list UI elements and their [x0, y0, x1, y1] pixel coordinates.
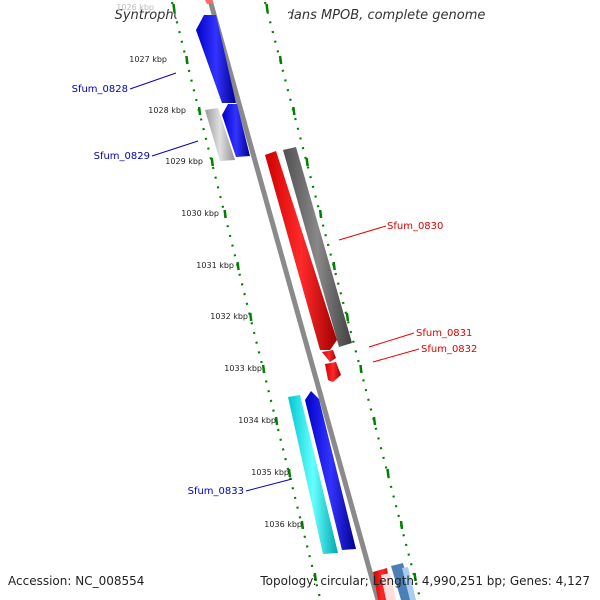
- major-tick: [223, 209, 227, 219]
- major-tick: [413, 572, 417, 582]
- gene-feature[interactable]: [402, 567, 416, 600]
- tick-label: 1030 kbp: [181, 209, 219, 218]
- major-tick: [313, 572, 318, 582]
- tick-label: 1026 kbp: [116, 3, 154, 12]
- leader-line: [372, 348, 420, 363]
- gene-labels: Sfum_0828 Sfum_0829 Sfum_0830 Sfum_0831 …: [72, 84, 478, 497]
- gene-label-sfum-0831[interactable]: Sfum_0831: [416, 328, 472, 339]
- gene-feature-sfum-0830[interactable]: [265, 151, 337, 350]
- major-tick: [274, 416, 279, 426]
- major-tick: [399, 520, 404, 530]
- accession-text: Accession: NC_008554: [8, 574, 145, 588]
- tick-labels: 1026 kbp 1027 kbp 1028 kbp 1029 kbp 1030…: [116, 3, 302, 529]
- leader-line: [338, 225, 387, 241]
- gene-features: [196, 0, 416, 600]
- tick-label: 1029 kbp: [165, 157, 203, 166]
- gene-label-sfum-0832[interactable]: Sfum_0832: [421, 344, 477, 355]
- gene-feature-sfum-0833[interactable]: [305, 391, 356, 550]
- major-tick: [236, 261, 240, 271]
- map-band: [172, 0, 425, 600]
- major-tick: [261, 364, 266, 374]
- major-tick: [287, 468, 292, 478]
- tick-label: 1028 kbp: [148, 106, 186, 115]
- major-tick: [248, 312, 253, 322]
- tick-label: 1027 kbp: [129, 55, 167, 64]
- gene-label-sfum-0833[interactable]: Sfum_0833: [188, 486, 244, 497]
- tick-label: 1035 kbp: [251, 468, 289, 477]
- tick-label: 1031 kbp: [196, 261, 234, 270]
- gene-feature[interactable]: [205, 0, 214, 4]
- major-tick: [292, 106, 296, 116]
- tick-marks: [172, 3, 417, 582]
- leader-line: [368, 332, 415, 348]
- tick-label: 1034 kbp: [238, 416, 276, 425]
- major-tick: [318, 209, 323, 219]
- major-tick: [332, 261, 336, 271]
- gene-label-sfum-0830[interactable]: Sfum_0830: [387, 221, 443, 232]
- major-tick: [345, 312, 350, 322]
- major-tick: [359, 364, 363, 374]
- label-leaders: [129, 72, 420, 492]
- tick-label: 1032 kbp: [210, 312, 248, 321]
- gene-feature-sfum-0828[interactable]: [196, 15, 236, 103]
- major-tick: [185, 55, 189, 65]
- major-tick: [265, 3, 269, 13]
- major-tick: [172, 3, 176, 13]
- gene-feature-grey[interactable]: [283, 147, 352, 347]
- major-tick: [372, 416, 377, 426]
- topology-stats: Topology: circular; Length: 4,990,251 bp…: [260, 574, 590, 588]
- gene-feature-light[interactable]: [205, 108, 235, 161]
- leader-line: [245, 478, 293, 492]
- tick-label: 1036 kbp: [264, 520, 302, 529]
- major-tick: [210, 157, 214, 167]
- gene-feature-cyan[interactable]: [288, 395, 338, 554]
- major-tick: [278, 55, 283, 65]
- left-tick-rail: [170, 1, 322, 599]
- major-tick: [386, 468, 390, 478]
- gene-label-sfum-0829[interactable]: Sfum_0829: [94, 151, 150, 162]
- major-tick: [300, 520, 305, 530]
- tick-label: 1033 kbp: [224, 364, 262, 373]
- major-tick: [197, 106, 202, 116]
- gene-feature[interactable]: [391, 563, 413, 600]
- gene-feature-sfum-0831[interactable]: [322, 350, 336, 362]
- gene-feature-sfum-0829[interactable]: [222, 104, 250, 157]
- gene-feature-sfum-0832[interactable]: [325, 362, 341, 382]
- gene-label-sfum-0828[interactable]: Sfum_0828: [72, 84, 128, 95]
- leader-line: [151, 140, 199, 157]
- leader-line: [129, 72, 177, 90]
- major-tick: [305, 157, 309, 167]
- genome-backbone: [207, 0, 381, 600]
- gene-feature[interactable]: [381, 573, 396, 600]
